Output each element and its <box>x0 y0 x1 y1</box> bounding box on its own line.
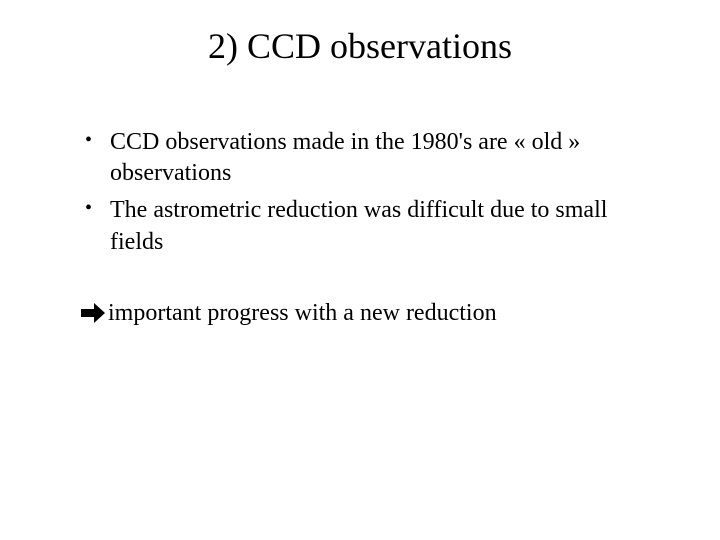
slide-title: 2) CCD observations <box>60 25 660 67</box>
bullet-item: CCD observations made in the 1980's are … <box>80 127 660 189</box>
conclusion-text: important progress with a new reduction <box>108 298 497 329</box>
conclusion-line: important progress with a new reduction <box>80 298 660 329</box>
bullet-list: CCD observations made in the 1980's are … <box>80 127 660 258</box>
arrow-icon <box>80 302 106 324</box>
slide-container: 2) CCD observations CCD observations mad… <box>0 0 720 540</box>
bullet-item: The astrometric reduction was difficult … <box>80 195 660 257</box>
slide-content: CCD observations made in the 1980's are … <box>60 127 660 329</box>
